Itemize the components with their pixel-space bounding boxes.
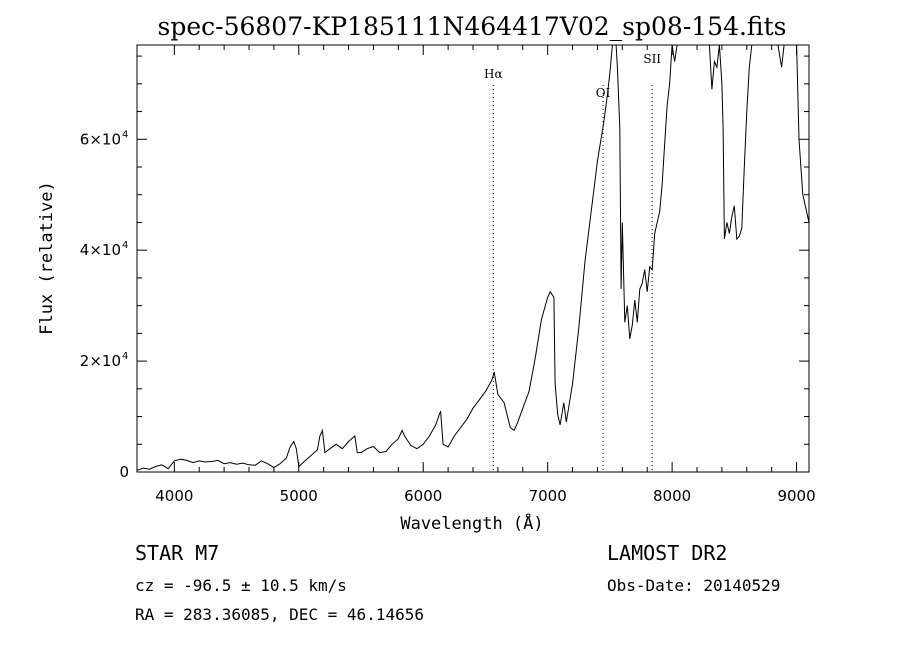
- spectrum-line: [136, 44, 810, 471]
- redshift-velocity: cz = -96.5 ± 10.5 km/s: [135, 576, 347, 595]
- y-tick-label-3: 6×10: [80, 130, 121, 148]
- x-tick-label-1: 5000: [280, 487, 318, 505]
- chart-title: spec-56807-KP185111N464417V02_sp08-154.f…: [158, 12, 787, 41]
- object-class: STAR M7: [135, 541, 220, 565]
- y-tick-label-0: 0: [119, 463, 129, 481]
- observation-date: Obs-Date: 20140529: [607, 576, 781, 595]
- x-tick-label-0: 4000: [155, 487, 193, 505]
- line-marker-label-2: SII: [643, 52, 661, 66]
- x-tick-label-4: 8000: [653, 487, 691, 505]
- y-axis-label: Flux (relative): [37, 181, 57, 335]
- survey-name: LAMOST DR2: [607, 541, 728, 565]
- x-axis-label: Wavelength (Å): [400, 512, 543, 534]
- x-tick-label-3: 7000: [529, 487, 567, 505]
- y-tick-label-1: 2×10: [80, 352, 121, 370]
- x-tick-label-2: 6000: [404, 487, 442, 505]
- y-tick-exponent-2: 4: [122, 240, 128, 251]
- y-tick-exponent-3: 4: [122, 129, 128, 140]
- y-tick-exponent-1: 4: [122, 351, 128, 362]
- line-marker-label-0: Hα: [484, 67, 503, 81]
- sky-coordinates: RA = 283.36085, DEC = 46.14656: [135, 605, 424, 624]
- y-tick-label-2: 4×10: [80, 241, 121, 259]
- x-tick-label-5: 9000: [777, 487, 815, 505]
